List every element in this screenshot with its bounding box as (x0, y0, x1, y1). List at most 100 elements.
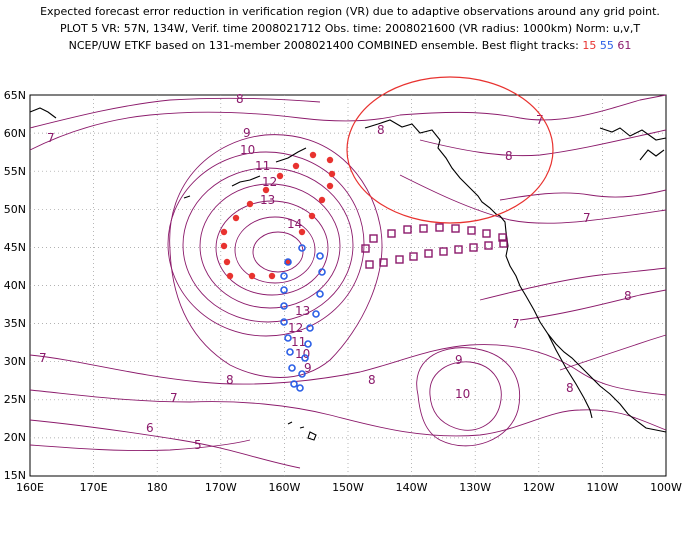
track-15-point (328, 170, 336, 178)
track-55-point (280, 286, 288, 294)
track-55-point (316, 290, 324, 298)
track-15-point (223, 258, 231, 266)
plot-header: Expected forecast error reduction in ver… (0, 0, 700, 70)
track-55-point (284, 258, 292, 266)
graticule (30, 95, 666, 476)
y-tick-label: 40N (4, 279, 26, 292)
track-15-point (308, 212, 316, 220)
flight-track-15 (220, 151, 336, 280)
contour-label: 10 (455, 387, 470, 401)
title-line-1: Expected forecast error reduction in ver… (40, 5, 660, 18)
track-61-point (484, 241, 493, 250)
x-tick-label: 170W (205, 481, 237, 494)
track-55-point (318, 268, 326, 276)
track-61-point (369, 234, 378, 243)
track-15-point (248, 272, 256, 280)
y-tick-label: 20N (4, 431, 26, 444)
track-15-point (284, 258, 292, 266)
track-61-point (419, 224, 428, 233)
track-15-point (220, 242, 228, 250)
track-61-point (439, 247, 448, 256)
x-tick-label: 160E (16, 481, 44, 494)
x-tick-label: 100W (650, 481, 682, 494)
track-15-label: 15 (582, 39, 597, 52)
track-55-point (316, 252, 324, 260)
y-tick-label: 65N (4, 89, 26, 102)
contour-label: 8 (377, 123, 385, 137)
track-15-point (276, 172, 284, 180)
contour-label: 5 (194, 438, 202, 452)
y-tick-label: 30N (4, 355, 26, 368)
track-61-point (387, 229, 396, 238)
track-61-point (365, 260, 374, 269)
track-15-point (232, 214, 240, 222)
y-tick-label: 45N (4, 241, 26, 254)
y-tick-label: 60N (4, 127, 26, 140)
track-55-point (296, 384, 304, 392)
track-61-point (498, 233, 507, 242)
y-tick-label: 15N (4, 469, 26, 482)
contour-label: 9 (455, 353, 463, 367)
contour-label: 8 (505, 149, 513, 163)
track-61-point (403, 225, 412, 234)
track-55-point (280, 318, 288, 326)
track-15-point (309, 151, 317, 159)
x-tick-label: 150W (332, 481, 364, 494)
contour-label: 9 (304, 361, 312, 375)
contour-labels: 7 8 9 10 11 12 13 14 8 7 8 7 7 7 8 8 9 1… (39, 92, 632, 452)
track-61-point (379, 258, 388, 267)
contour-label: 9 (243, 126, 251, 140)
track-61-point (361, 244, 370, 253)
track-61-point (409, 252, 418, 261)
contour-label: 8 (566, 381, 574, 395)
contour-label: 13 (260, 193, 275, 207)
track-15-point (326, 182, 334, 190)
track-61-point (451, 224, 460, 233)
contour-label: 12 (288, 321, 303, 335)
contour-label: 7 (583, 211, 591, 225)
contour-label: 7 (39, 351, 47, 365)
track-15-point (262, 186, 270, 194)
track-15-point (226, 272, 234, 280)
y-tick-label: 35N (4, 317, 26, 330)
contour-label: 7 (170, 391, 178, 405)
track-55-point (286, 348, 294, 356)
track-55-point (284, 334, 292, 342)
track-61-point (395, 255, 404, 264)
track-61-label: 61 (617, 39, 632, 52)
flight-track-61 (361, 223, 508, 269)
contour-label: 7 (512, 317, 520, 331)
contour-label: 8 (226, 373, 234, 387)
coastline (29, 107, 667, 441)
track-61-point (454, 245, 463, 254)
title-line-2: PLOT 5 VR: 57N, 134W, Verif. time 200802… (59, 22, 641, 35)
x-tick-label: 160W (268, 481, 300, 494)
y-tick-label: 50N (4, 203, 26, 216)
flight-track-55 (280, 244, 326, 392)
track-15-point (268, 272, 276, 280)
track-61-point (482, 229, 491, 238)
track-15-point (298, 228, 306, 236)
contour-label: 10 (240, 143, 255, 157)
x-tick-label: 110W (586, 481, 618, 494)
contour-label: 14 (287, 217, 302, 231)
track-legend: 15 55 61 (582, 39, 631, 52)
verification-region-circle (346, 76, 554, 224)
track-55-point (290, 380, 298, 388)
track-61-point (424, 249, 433, 258)
contour-label: 8 (624, 289, 632, 303)
x-axis-labels: 160E 170E 180 170W 160W 150W 140W 130W 1… (16, 481, 682, 494)
contour-lines (29, 94, 667, 469)
track-55-point (280, 272, 288, 280)
track-15-point (326, 156, 334, 164)
x-tick-label: 170E (80, 481, 108, 494)
track-15-point (246, 200, 254, 208)
contour-label: 13 (295, 304, 310, 318)
contour-label: 11 (291, 335, 306, 349)
y-tick-label: 55N (4, 165, 26, 178)
track-55-point (304, 340, 312, 348)
track-61-point (469, 243, 478, 252)
contour-label: 11 (255, 159, 270, 173)
track-15-point (220, 228, 228, 236)
